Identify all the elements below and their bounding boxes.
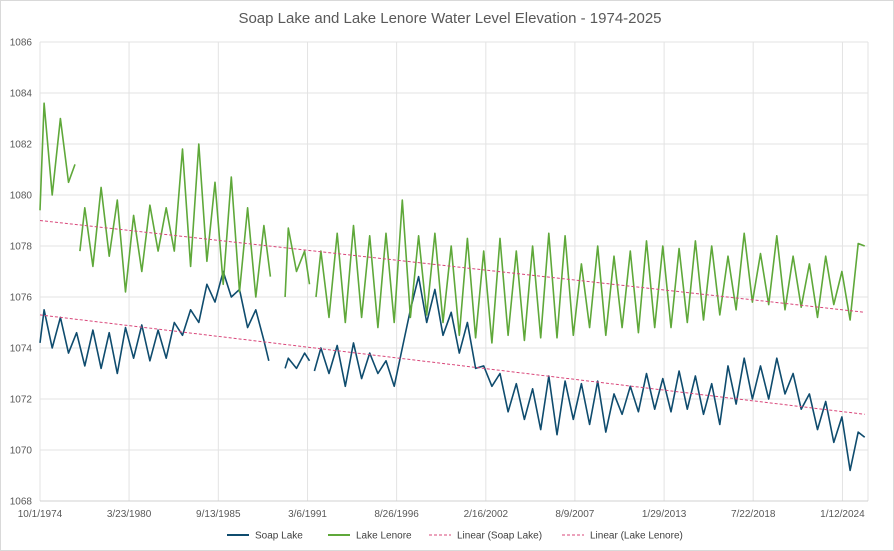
trendline <box>39 220 865 313</box>
x-tick-label: 10/1/1974 <box>18 509 63 520</box>
y-tick-label: 1078 <box>10 242 33 253</box>
legend-item: Linear (Lake Lenore) <box>562 531 683 542</box>
y-tick-label: 1070 <box>10 446 33 457</box>
trendline <box>39 314 865 415</box>
legend-label: Linear (Soap Lake) <box>457 531 542 542</box>
x-axis-ticks: 10/1/1974 3/23/1980 9/13/1985 3/6/1991 8/26/… <box>18 509 865 520</box>
series-layer <box>39 102 866 472</box>
y-tick-label: 1082 <box>10 140 33 151</box>
series-lake-lenore <box>39 102 865 344</box>
y-axis-ticks: 1068 1070 1072 1074 1076 1078 1080 1082 1084 1086 <box>10 38 33 508</box>
y-tick-label: 1076 <box>10 293 33 304</box>
x-tick-label: 8/26/1996 <box>374 509 419 520</box>
legend-item: Lake Lenore <box>328 531 412 542</box>
x-tick-label: 3/23/1980 <box>107 509 152 520</box>
legend: Soap Lake Lake Lenore Linear (Soap Lake) Li… <box>227 531 683 542</box>
x-tick-label: 2/16/2002 <box>464 509 509 520</box>
legend-label: Linear (Lake Lenore) <box>590 531 683 542</box>
x-tick-label: 7/22/2018 <box>731 509 776 520</box>
x-tick-label: 1/29/2013 <box>642 509 687 520</box>
legend-item: Linear (Soap Lake) <box>429 531 542 542</box>
chart-title: Soap Lake and Lake Lenore Water Level El… <box>238 10 661 27</box>
x-tick-label: 9/13/1985 <box>196 509 241 520</box>
y-tick-label: 1086 <box>10 38 33 49</box>
legend-label: Lake Lenore <box>356 531 412 542</box>
y-tick-label: 1068 <box>10 497 33 508</box>
series-line <box>39 270 866 472</box>
y-tick-label: 1072 <box>10 395 33 406</box>
series-line <box>39 102 865 344</box>
y-tick-label: 1074 <box>10 344 33 355</box>
series-linear-lake-lenore <box>39 220 865 313</box>
x-tick-label: 8/9/2007 <box>555 509 594 520</box>
x-tick-label: 1/12/2024 <box>820 509 865 520</box>
series-linear-soap-lake <box>39 314 865 415</box>
legend-label: Soap Lake <box>255 531 303 542</box>
x-tick-label: 3/6/1991 <box>288 509 327 520</box>
y-tick-label: 1084 <box>10 89 33 100</box>
series-soap-lake <box>39 270 866 472</box>
grid <box>39 41 869 502</box>
legend-item: Soap Lake <box>227 531 303 542</box>
y-tick-label: 1080 <box>10 191 33 202</box>
